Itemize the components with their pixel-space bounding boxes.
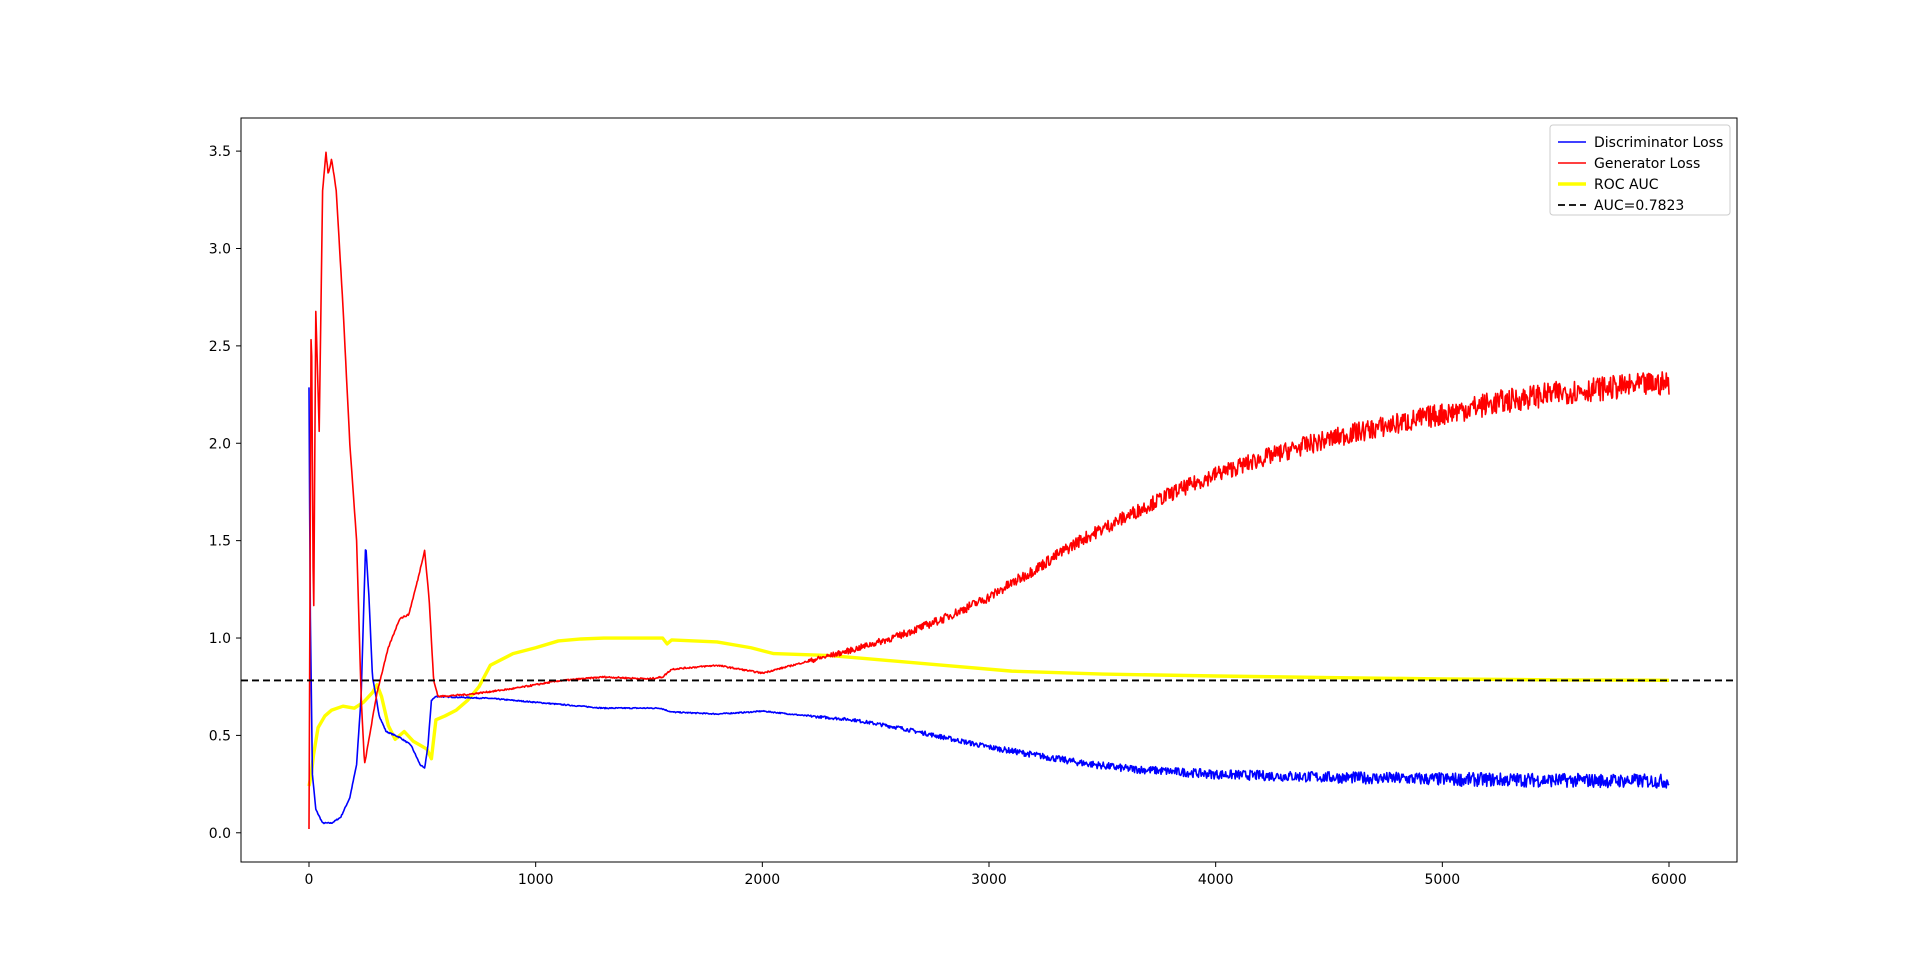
legend: Discriminator Loss Generator Loss ROC AUC A… xyxy=(1549,124,1731,216)
y-tick-label: 2.5 xyxy=(209,339,231,355)
y-tick-label: 1.5 xyxy=(209,534,231,550)
series-line-1 xyxy=(308,151,1670,829)
x-tick-label: 6000 xyxy=(1651,872,1687,888)
y-tick-label: 1.0 xyxy=(209,631,231,647)
ticks-layer: 0 1000 2000 3000 4000 5000 6000 0.0 0.5 1.0 1.5 2.0… xyxy=(209,144,1687,888)
axes-frame xyxy=(240,117,1738,863)
y-tick-label: 0.5 xyxy=(209,728,231,744)
x-tick-label: 4000 xyxy=(1198,872,1234,888)
x-tick-label: 0 xyxy=(305,872,314,888)
legend-label: Generator Loss xyxy=(1594,156,1700,172)
x-tick-label: 2000 xyxy=(745,872,781,888)
x-tick-label: 3000 xyxy=(971,872,1007,888)
series-line-2 xyxy=(307,636,1670,787)
legend-box xyxy=(1549,124,1731,216)
x-tick-label: 1000 xyxy=(518,872,554,888)
y-tick-label: 3.5 xyxy=(209,144,231,160)
legend-label: ROC AUC xyxy=(1594,177,1659,193)
x-tick-label: 5000 xyxy=(1425,872,1461,888)
y-tick-label: 3.0 xyxy=(209,241,231,257)
series-line-0 xyxy=(308,387,1670,825)
legend-label: Discriminator Loss xyxy=(1594,135,1723,151)
y-tick-label: 2.0 xyxy=(209,436,231,452)
legend-label: AUC=0.7823 xyxy=(1594,198,1684,214)
series-layer xyxy=(241,151,1737,829)
y-tick-label: 0.0 xyxy=(209,826,231,842)
